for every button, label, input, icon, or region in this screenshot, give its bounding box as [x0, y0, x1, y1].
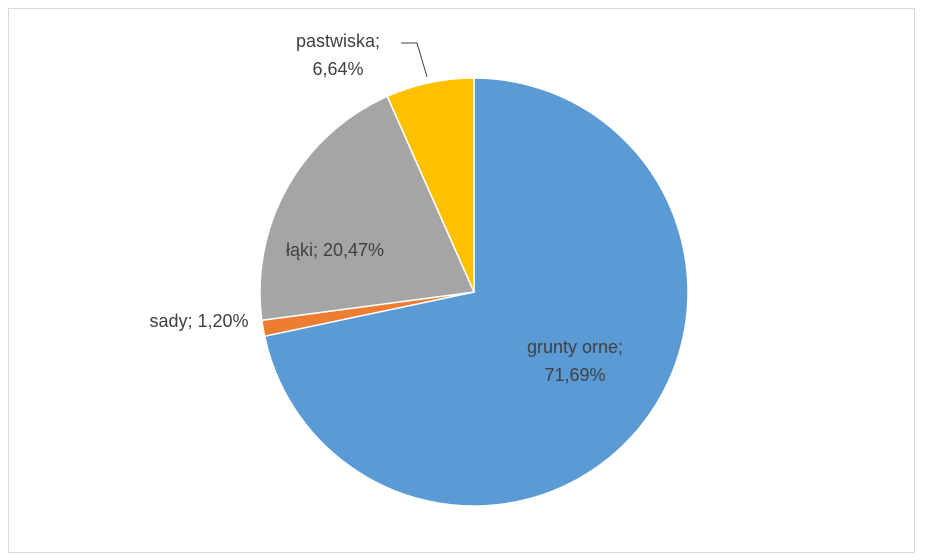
- leader-line-pastwiska: [401, 42, 428, 78]
- chart-area: grunty orne; 71,69% sady; 1,20% łąki; 20,47…: [8, 8, 915, 553]
- slice-labels: grunty orne; 71,69% sady; 1,20% łąki; 20,47…: [149, 31, 623, 385]
- pie-slice-grunty-orne: [263, 77, 689, 507]
- pie-slices: [259, 77, 689, 507]
- pie-slice-łąki: [259, 95, 476, 322]
- slice-label-łąki: łąki; 20,47%: [286, 240, 384, 260]
- pie-chart: grunty orne; 71,69% sady; 1,20% łąki; 20,47…: [149, 31, 689, 507]
- slice-label-grunty-orne: grunty orne; 71,69%: [527, 337, 623, 385]
- pie-slice-pastwiska: [386, 77, 475, 293]
- leader-lines: [401, 42, 428, 78]
- slice-label-sady: sady; 1,20%: [149, 311, 248, 331]
- slice-label-pastwiska: pastwiska; 6,64%: [296, 31, 380, 79]
